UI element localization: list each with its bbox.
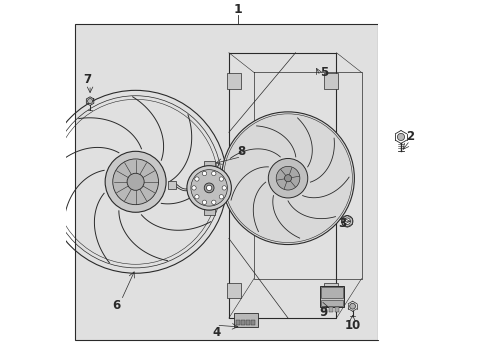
Circle shape xyxy=(222,186,226,190)
Bar xyxy=(324,283,338,298)
Text: 6: 6 xyxy=(112,299,120,312)
Circle shape xyxy=(113,159,158,204)
Text: 9: 9 xyxy=(320,306,328,319)
Bar xyxy=(320,286,343,307)
Circle shape xyxy=(212,171,216,176)
Circle shape xyxy=(269,158,308,198)
Bar xyxy=(227,73,241,89)
Bar xyxy=(378,24,424,339)
Circle shape xyxy=(212,200,216,204)
Bar xyxy=(324,73,338,89)
Circle shape xyxy=(105,151,166,212)
Bar xyxy=(251,320,255,325)
Circle shape xyxy=(202,200,207,204)
Bar xyxy=(227,283,241,298)
Circle shape xyxy=(127,173,144,190)
Text: 7: 7 xyxy=(83,73,91,86)
Circle shape xyxy=(191,170,227,206)
Circle shape xyxy=(202,171,207,176)
Circle shape xyxy=(88,99,93,104)
Circle shape xyxy=(219,177,223,181)
Text: 5: 5 xyxy=(320,66,328,79)
Circle shape xyxy=(206,185,212,190)
Circle shape xyxy=(344,218,350,225)
Circle shape xyxy=(276,166,300,190)
Text: 4: 4 xyxy=(212,326,220,339)
Text: 10: 10 xyxy=(344,319,361,332)
Text: 1: 1 xyxy=(233,3,242,16)
Bar xyxy=(322,307,326,312)
Circle shape xyxy=(397,134,405,140)
Bar xyxy=(74,24,378,339)
Circle shape xyxy=(204,183,214,193)
Bar xyxy=(335,307,339,312)
Circle shape xyxy=(219,195,223,199)
Bar xyxy=(321,287,343,298)
Circle shape xyxy=(285,175,292,182)
Text: 3: 3 xyxy=(338,216,346,230)
Circle shape xyxy=(195,177,199,181)
Bar xyxy=(168,181,176,189)
Text: 8: 8 xyxy=(237,145,245,158)
Bar xyxy=(236,320,240,325)
Bar xyxy=(204,161,215,167)
Bar xyxy=(241,320,245,325)
Circle shape xyxy=(221,112,354,244)
Text: 2: 2 xyxy=(406,130,414,144)
Bar xyxy=(229,53,337,318)
Bar xyxy=(329,307,333,312)
Circle shape xyxy=(350,303,355,309)
Bar xyxy=(321,300,343,306)
Circle shape xyxy=(187,166,231,210)
Bar xyxy=(204,208,215,215)
Circle shape xyxy=(342,216,353,227)
Bar xyxy=(234,314,258,327)
Bar xyxy=(246,320,250,325)
Circle shape xyxy=(195,195,199,199)
Circle shape xyxy=(192,186,196,190)
